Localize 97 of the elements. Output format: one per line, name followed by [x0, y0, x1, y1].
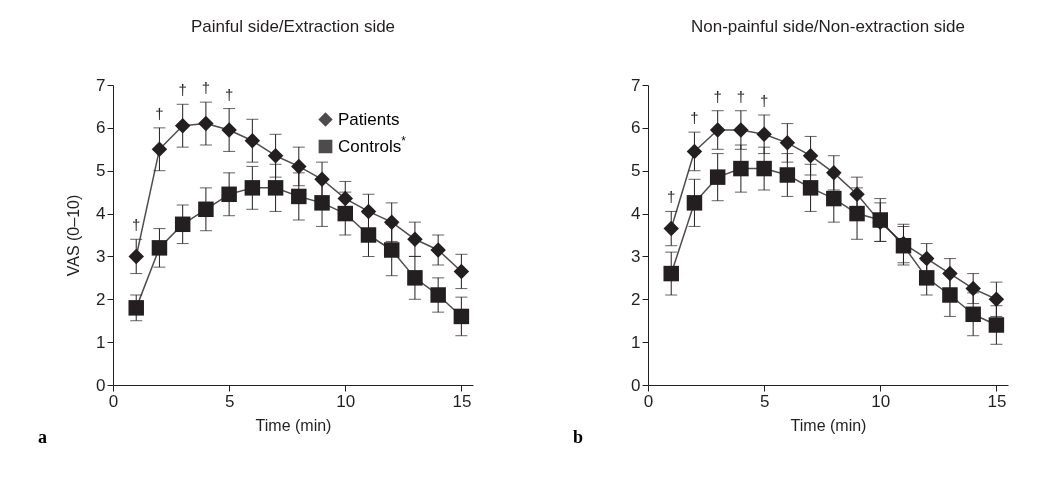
- point: [849, 186, 865, 203]
- point: [128, 300, 144, 316]
- point: [291, 188, 307, 205]
- point: [802, 180, 819, 196]
- x-tick-label: 10: [336, 391, 356, 411]
- point: [151, 240, 168, 256]
- x-tick-label: 5: [759, 391, 770, 411]
- y-tick-label: 7: [96, 75, 106, 95]
- y-tick-label: 5: [96, 161, 106, 181]
- point: [360, 227, 377, 243]
- annotation: †: [690, 109, 699, 127]
- point: [244, 132, 261, 149]
- point: [291, 158, 307, 175]
- point: [198, 201, 214, 218]
- point: [942, 265, 958, 282]
- y-tick-label: 2: [96, 289, 106, 309]
- point: [383, 242, 400, 258]
- point: [826, 190, 842, 207]
- point: [779, 167, 796, 183]
- point: [453, 308, 470, 325]
- point: [686, 143, 703, 160]
- x-tick-label: 15: [987, 391, 1007, 411]
- point: [756, 160, 772, 177]
- point: [267, 180, 284, 196]
- point: [988, 317, 1005, 333]
- annotation: †: [132, 216, 141, 234]
- point: [663, 265, 679, 282]
- point: [314, 195, 330, 211]
- y-tick-label: 3: [631, 246, 641, 266]
- y-tick-label: 6: [96, 118, 106, 138]
- point: [128, 248, 144, 265]
- annotation: †: [224, 85, 234, 103]
- point: [849, 205, 865, 222]
- point: [942, 287, 958, 303]
- x-tick-label: 10: [871, 391, 891, 411]
- y-axis-title: VAS (0–10): [65, 194, 83, 277]
- point: [314, 171, 330, 188]
- point: [709, 169, 726, 185]
- point: [965, 306, 981, 323]
- point: [779, 135, 796, 151]
- legend-label: Controls$^{*}$: [338, 133, 407, 156]
- point: [453, 263, 470, 280]
- annotation: †: [759, 92, 769, 109]
- point: [802, 147, 819, 164]
- point: [337, 190, 353, 207]
- annotation: †: [713, 87, 722, 105]
- point: [430, 287, 446, 303]
- text: b: [573, 427, 584, 447]
- legend-label: Patients: [338, 109, 400, 129]
- point: [407, 270, 423, 286]
- y-tick-label: 5: [631, 161, 641, 181]
- point: [267, 147, 284, 164]
- x-axis-title: Time (min): [790, 416, 867, 434]
- x-tick-label: 15: [452, 391, 472, 411]
- y-tick-label: 0: [631, 375, 641, 395]
- annotation: †: [201, 79, 211, 97]
- point: [686, 195, 703, 211]
- y-tick-label: 4: [96, 204, 106, 224]
- y-tick-label: 0: [96, 375, 106, 395]
- annotation: †: [178, 81, 187, 99]
- point: [709, 122, 726, 138]
- point: [151, 141, 168, 158]
- x-tick-label: 5: [224, 391, 235, 411]
- annotation: †: [667, 188, 676, 206]
- y-tick-label: 6: [631, 118, 641, 138]
- point: [918, 250, 935, 267]
- y-tick-label: 4: [631, 204, 641, 224]
- point: [988, 291, 1005, 308]
- point: [826, 165, 842, 181]
- chart-title: Painful side/Extraction side: [190, 17, 396, 36]
- chart-title: Non-painful side/Non-extraction side: [690, 17, 966, 36]
- text: a: [38, 427, 47, 447]
- point: [733, 122, 749, 138]
- point: [337, 205, 353, 222]
- y-tick-label: 7: [631, 75, 641, 95]
- point: [383, 214, 400, 230]
- point: [965, 280, 981, 297]
- point: [174, 117, 191, 134]
- y-tick-label: 1: [96, 332, 106, 352]
- annotation: †: [736, 87, 746, 105]
- point: [198, 115, 214, 132]
- point: [407, 231, 423, 248]
- point: [756, 126, 772, 143]
- y-tick-label: 2: [631, 289, 641, 309]
- point: [918, 270, 935, 286]
- point: [663, 220, 679, 237]
- point: [360, 203, 377, 220]
- y-tick-label: 3: [96, 246, 106, 266]
- x-axis-title: Time (min): [255, 416, 332, 434]
- annotation: †: [155, 104, 164, 122]
- y-tick-label: 1: [631, 332, 641, 352]
- point: [244, 180, 261, 196]
- point: [174, 216, 191, 233]
- point: [221, 122, 237, 138]
- point: [430, 242, 446, 258]
- point: [733, 160, 749, 177]
- point: [221, 186, 237, 203]
